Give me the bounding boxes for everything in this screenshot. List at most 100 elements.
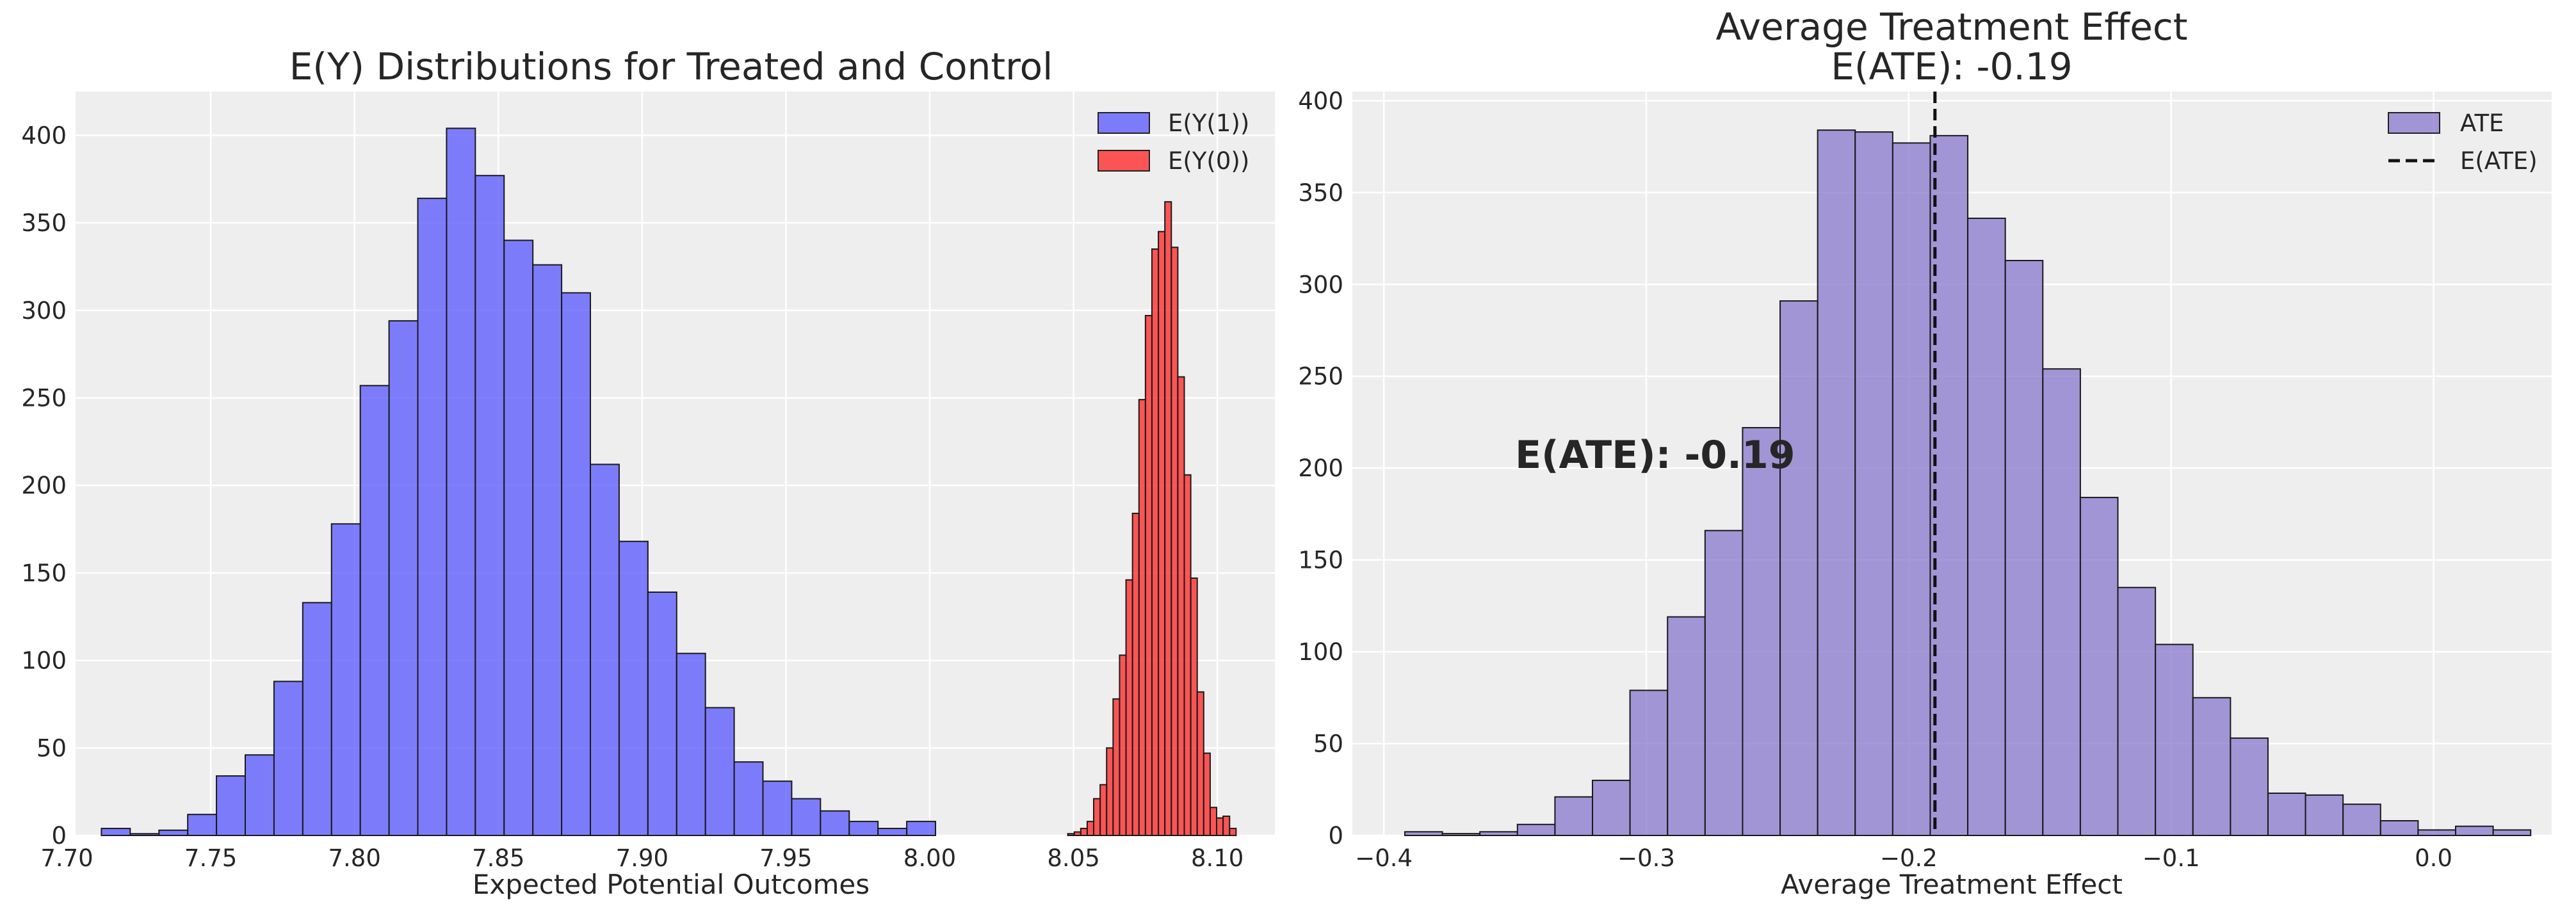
right-bar-s0-2 <box>1479 831 1518 836</box>
left-bar-s0-16 <box>561 292 591 836</box>
right-bar-s0-27 <box>2417 829 2456 836</box>
right-bar-s0-4 <box>1554 796 1594 837</box>
legend-swatch-treated <box>1098 112 1150 134</box>
right-y-tick-8: 400 <box>1298 87 1343 115</box>
right-bar-s0-6 <box>1629 689 1669 836</box>
left-bar-s1-2 <box>1080 828 1088 836</box>
right-y-tick-7: 350 <box>1298 179 1343 207</box>
right-bar-s0-18 <box>2079 497 2119 836</box>
right-title-line-1: Average Treatment Effect <box>1715 5 2187 49</box>
right-bar-s0-9 <box>1742 427 1781 836</box>
chart-right: −0.4 −0.3 −0.2 −0.1 0.0 0 50 100 150 200 250 300 35… <box>1298 5 2552 900</box>
legend-label-ate: ATE <box>2460 109 2504 137</box>
left-y-tick-2: 100 <box>21 647 67 675</box>
right-x-tick-1: −0.3 <box>1617 844 1675 872</box>
left-bar-s0-15 <box>532 264 563 836</box>
left-bar-s1-8 <box>1119 654 1127 836</box>
left-bar-s0-14 <box>503 239 534 836</box>
right-bar-s0-17 <box>2042 368 2081 836</box>
left-y-tick-3: 150 <box>21 560 67 587</box>
right-x-tick-3: −0.1 <box>2143 844 2200 872</box>
right-bar-s0-28 <box>2454 825 2494 836</box>
left-bar-s1-0 <box>1067 833 1075 836</box>
right-bar-s0-0 <box>1404 831 1443 836</box>
left-bar-s0-8 <box>330 523 361 837</box>
left-x-tick-4: 7.90 <box>616 844 668 872</box>
right-bar-s0-20 <box>2155 643 2194 836</box>
right-bar-s0-16 <box>2004 259 2044 836</box>
left-bar-s1-19 <box>1190 577 1198 836</box>
left-bar-s1-7 <box>1112 698 1121 836</box>
right-bar-s0-29 <box>2492 829 2532 836</box>
right-bar-s0-1 <box>1441 833 1481 836</box>
left-bar-s1-17 <box>1177 376 1185 836</box>
right-x-ticks: −0.4 −0.3 −0.2 −0.1 0.0 <box>1355 844 2452 872</box>
left-x-tick-6: 8.00 <box>903 844 956 872</box>
left-bar-s1-12 <box>1144 314 1153 837</box>
right-x-axis-label: Average Treatment Effect <box>1781 869 2123 900</box>
left-y-tick-4: 200 <box>21 472 67 499</box>
left-bar-s0-6 <box>273 681 304 837</box>
right-y-tick-3: 150 <box>1298 547 1343 574</box>
right-x-tick-4: 0.0 <box>2415 844 2452 872</box>
legend-swatch-ate <box>2388 112 2440 134</box>
right-y-tick-4: 200 <box>1298 455 1343 482</box>
left-bar-s1-23 <box>1216 817 1224 836</box>
right-title-line-2: E(ATE): -0.19 <box>1831 45 2072 88</box>
left-bar-s0-2 <box>158 829 189 836</box>
left-bar-s0-9 <box>359 385 390 836</box>
left-bar-s1-16 <box>1171 246 1179 836</box>
right-x-tick-0: −0.4 <box>1355 844 1413 872</box>
right-bar-s0-19 <box>2117 586 2157 837</box>
right-bar-s0-15 <box>1967 217 2006 836</box>
left-bar-s0-23 <box>762 780 793 836</box>
right-bar-s0-24 <box>2305 794 2344 837</box>
left-y-tick-6: 300 <box>21 297 67 325</box>
left-y-tick-8: 400 <box>21 122 67 149</box>
left-bar-s1-22 <box>1209 807 1218 837</box>
left-x-tick-1: 7.75 <box>184 844 237 872</box>
mean-ate-annotation: E(ATE): -0.19 <box>1515 433 1795 478</box>
left-bar-s0-25 <box>820 810 850 837</box>
left-x-tick-2: 7.80 <box>328 844 380 872</box>
right-bar-s0-8 <box>1704 529 1744 836</box>
right-y-tick-1: 50 <box>1313 730 1343 758</box>
left-bar-s0-17 <box>589 464 620 836</box>
right-y-tick-0: 0 <box>1328 822 1343 850</box>
left-bar-s0-18 <box>618 540 649 836</box>
left-bar-s0-10 <box>388 320 419 836</box>
legend-label-treated: E(Y(1)) <box>1168 109 1249 137</box>
chart-left: 7.70 7.75 7.80 7.85 7.90 7.95 8.00 8.05 8.10 0 50… <box>21 45 1275 900</box>
left-bar-s0-7 <box>302 602 332 836</box>
left-bar-s1-6 <box>1106 747 1114 836</box>
right-y-tick-5: 250 <box>1298 363 1343 391</box>
left-x-axis-label: Expected Potential Outcomes <box>473 869 870 900</box>
left-x-tick-8: 8.10 <box>1191 844 1243 872</box>
right-legend: ATE E(ATE) <box>2388 109 2538 175</box>
right-bar-s0-26 <box>2379 820 2419 836</box>
left-bar-s1-21 <box>1203 752 1211 836</box>
legend-label-mean-ate: E(ATE) <box>2460 147 2538 175</box>
left-bar-s1-13 <box>1151 248 1160 836</box>
left-bar-s1-14 <box>1158 230 1166 836</box>
left-bar-s0-11 <box>417 197 448 836</box>
left-title: E(Y) Distributions for Treated and Contr… <box>289 45 1053 88</box>
left-bar-s0-28 <box>906 821 936 837</box>
left-x-tick-0: 7.70 <box>40 844 93 872</box>
right-bar-s0-7 <box>1667 616 1706 836</box>
legend-swatch-control <box>1098 150 1150 172</box>
right-bar-s0-10 <box>1779 300 1819 836</box>
left-y-tick-1: 50 <box>36 734 67 762</box>
left-bar-s1-24 <box>1222 815 1231 836</box>
left-x-tick-5: 7.95 <box>759 844 812 872</box>
left-bar-s1-3 <box>1086 821 1095 837</box>
left-bar-s1-4 <box>1093 798 1101 836</box>
left-bar-s1-11 <box>1138 399 1146 836</box>
right-bar-s0-5 <box>1592 779 1631 836</box>
left-bar-s0-27 <box>877 828 908 836</box>
left-bar-s1-20 <box>1196 691 1204 837</box>
left-bar-s0-20 <box>676 652 706 837</box>
left-bar-s0-3 <box>187 814 218 836</box>
left-bar-s1-10 <box>1131 512 1140 836</box>
